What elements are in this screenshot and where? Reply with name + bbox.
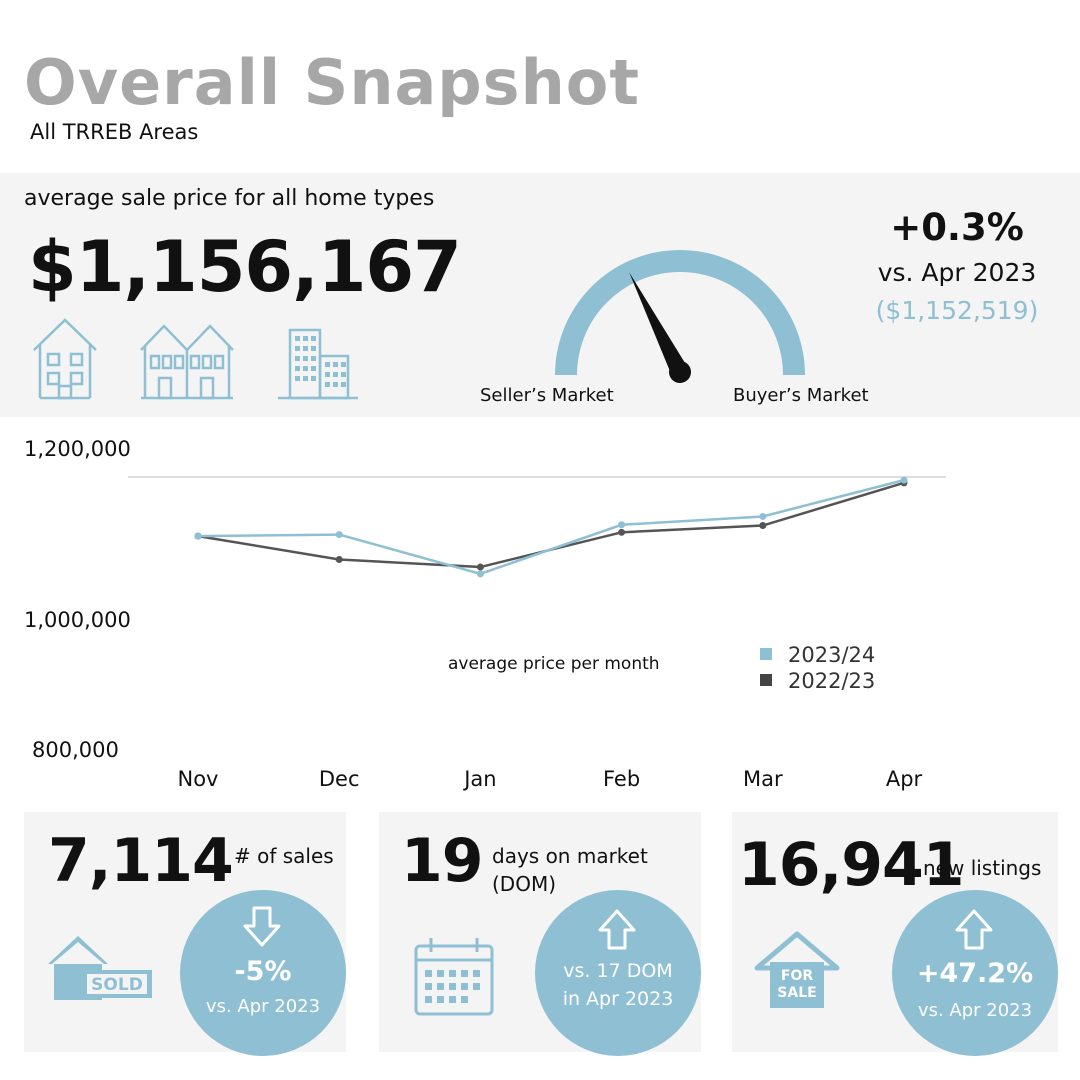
dom-label: days on market (DOM) — [492, 844, 648, 896]
price-change-comparison: vs. Apr 2023 — [877, 258, 1037, 287]
legend-swatch-2022-23 — [760, 674, 772, 686]
data-point — [335, 555, 343, 563]
data-point — [759, 522, 767, 530]
x-tick-label: Mar — [743, 767, 783, 791]
x-tick-label: Dec — [319, 767, 360, 791]
sold-sign-text: SOLD — [91, 975, 143, 995]
legend-label-2023-24: 2023/24 — [788, 643, 875, 667]
new-listings-label: new listings — [923, 856, 1042, 880]
price-change-percent: +0.3% — [890, 206, 1024, 249]
listings-change-value: +47.2% — [916, 958, 1034, 989]
detached-house-icon — [33, 318, 97, 400]
legend-label-2022-23: 2022/23 — [788, 669, 875, 693]
calendar-icon — [414, 938, 494, 1016]
x-tick-label: Apr — [886, 767, 923, 791]
dom-change-line2: in Apr 2023 — [562, 988, 674, 1010]
data-point — [618, 521, 626, 529]
y-tick-label: 800,000 — [32, 738, 119, 762]
for-sale-house-icon: FOR SALE — [754, 931, 840, 1008]
sales-card: 7,114 # of sales SOLD -5% vs. Apr 2023 — [24, 812, 346, 1056]
data-point — [335, 531, 343, 539]
for-sale-sign-text-line2: SALE — [777, 985, 816, 1001]
previous-year-price: ($1,152,519) — [875, 296, 1039, 325]
down-arrow-icon — [243, 906, 281, 947]
buyers-market-label: Buyer’s Market — [733, 385, 869, 406]
condo-building-icon — [278, 328, 358, 400]
up-arrow-icon — [955, 909, 993, 950]
dom-value: 19 — [401, 826, 483, 896]
x-tick-label: Nov — [178, 767, 219, 791]
listings-change-comparison: vs. Apr 2023 — [917, 1000, 1033, 1021]
semi-detached-house-icon — [140, 324, 234, 400]
gauge-arc — [555, 250, 805, 376]
market-gauge — [555, 250, 805, 383]
y-tick-label: 1,200,000 — [24, 437, 131, 461]
data-point — [476, 570, 484, 578]
sales-label: # of sales — [234, 844, 334, 868]
data-point — [476, 563, 484, 571]
price-line-chart: 1,200,000 1,000,000 800,000 Nov Dec Jan Feb… — [24, 437, 946, 791]
dom-card: 19 days on market (DOM) vs. 17 DOM in Ap… — [379, 812, 701, 1056]
page-subtitle: All TRREB Areas — [30, 120, 199, 144]
hero-label: average sale price for all home types — [24, 186, 435, 211]
data-point — [194, 532, 202, 540]
data-point — [900, 476, 908, 484]
up-arrow-icon — [598, 909, 636, 950]
gauge-needle — [629, 272, 691, 383]
listings-change-bubble: +47.2% vs. Apr 2023 — [892, 890, 1058, 1056]
x-tick-label: Feb — [603, 767, 640, 791]
new-listings-count: 16,941 — [738, 830, 965, 900]
sales-count: 7,114 — [48, 826, 234, 896]
sales-change-value: -5% — [234, 956, 292, 987]
sales-change-bubble: -5% vs. Apr 2023 — [180, 890, 346, 1056]
page-title: Overall Snapshot — [24, 46, 640, 119]
for-sale-sign-text-line1: FOR — [781, 968, 813, 984]
series-line-2022-23 — [197, 481, 905, 569]
data-point — [759, 512, 767, 520]
average-price-value: $1,156,167 — [28, 226, 462, 308]
hero-panel — [0, 173, 1080, 417]
sales-change-comparison: vs. Apr 2023 — [205, 996, 321, 1017]
listings-card: 16,941 new listings FOR SALE +47.2% vs. … — [732, 812, 1058, 1056]
x-tick-label: Jan — [462, 767, 496, 791]
dom-change-line1: vs. 17 DOM — [563, 960, 673, 982]
dom-change-bubble: vs. 17 DOM in Apr 2023 — [535, 890, 701, 1056]
chart-caption: average price per month — [448, 654, 660, 674]
legend-swatch-2023-24 — [760, 648, 772, 660]
sellers-market-label: Seller’s Market — [480, 385, 614, 406]
data-point — [618, 528, 626, 536]
series-line-2023-24 — [197, 478, 905, 576]
y-tick-label: 1,000,000 — [24, 608, 131, 632]
sold-house-icon: SOLD — [48, 936, 152, 1000]
